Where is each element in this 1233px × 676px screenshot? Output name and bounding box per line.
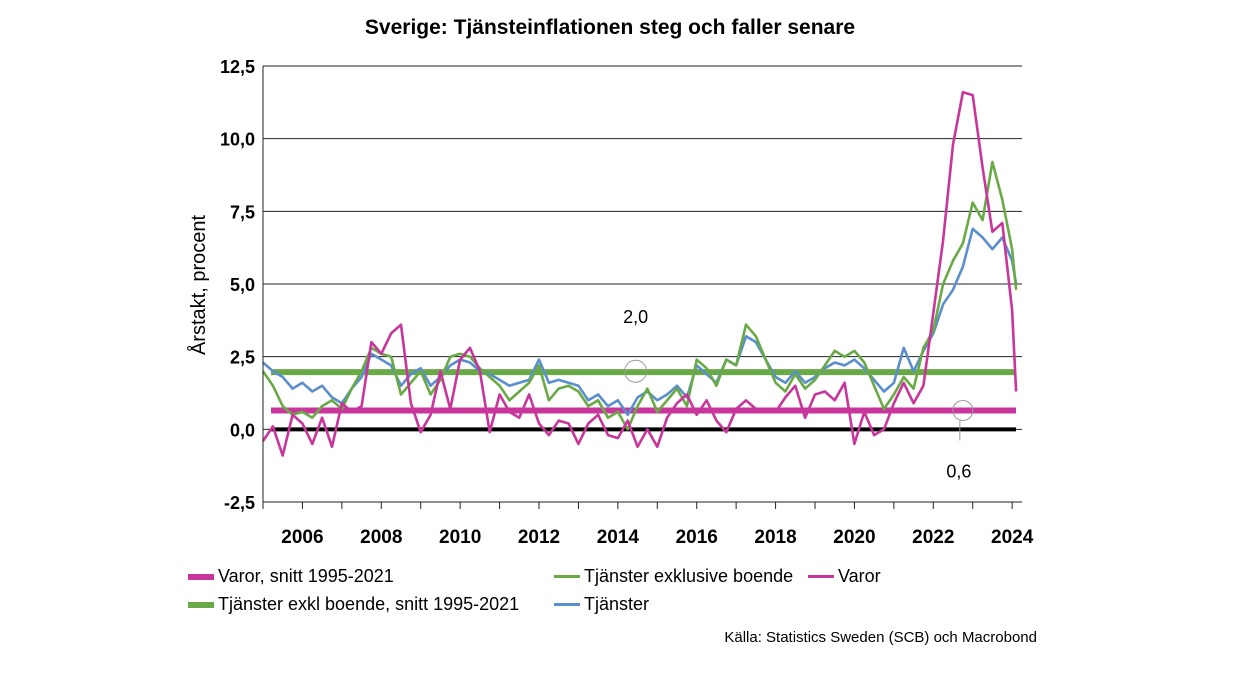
annotation-label: 2,0 <box>623 307 648 327</box>
x-tick-label: 2020 <box>833 527 875 548</box>
annotation-marker <box>952 399 974 421</box>
x-tick-label: 2012 <box>518 527 560 548</box>
series-line <box>262 227 1018 417</box>
y-tick-label: 12,5 <box>220 57 255 77</box>
x-tick-label: 2006 <box>281 527 323 548</box>
x-tick-label: 2014 <box>597 527 640 548</box>
legend-label: Tjänster <box>584 594 650 614</box>
legend-item-tjanster-exkl: Tjänster exklusive boende <box>554 566 793 587</box>
legend-swatch <box>808 575 834 578</box>
series-line <box>261 160 1018 431</box>
y-axis-label: Årstakt, procent <box>187 215 210 356</box>
legend: Varor, snitt 1995-2021 Tjänster exklusiv… <box>188 566 908 620</box>
legend-item-tjanster-avg: Tjänster exkl boende, snitt 1995-2021 <box>188 594 519 615</box>
y-tick-label: -2,5 <box>224 493 255 513</box>
series-line <box>261 90 1018 457</box>
annotation-label: 0,6 <box>946 461 971 481</box>
legend-label: Varor <box>838 566 881 586</box>
y-tick-label: 7,5 <box>230 202 255 222</box>
source-note: Källa: Statistics Sweden (SCB) och Macro… <box>724 629 1037 646</box>
y-tick-label: 5,0 <box>230 275 255 295</box>
x-tick-label: 2018 <box>754 527 796 548</box>
legend-item-varor-avg: Varor, snitt 1995-2021 <box>188 566 394 587</box>
legend-label: Varor, snitt 1995-2021 <box>218 566 394 586</box>
legend-swatch <box>188 573 214 580</box>
legend-swatch <box>554 603 580 606</box>
legend-label: Tjänster exkl boende, snitt 1995-2021 <box>218 594 520 614</box>
y-tick-label: 0,0 <box>230 420 255 440</box>
legend-swatch <box>554 575 580 578</box>
chart-title: Sverige: Tjänsteinflationen steg och fal… <box>364 16 856 39</box>
y-tick-label: 10,0 <box>220 130 255 150</box>
annotation-marker <box>624 359 648 383</box>
legend-label: Tjänster exklusive boende <box>584 566 794 586</box>
x-tick-label: 2022 <box>912 527 954 548</box>
x-tick-label: 2010 <box>439 527 481 548</box>
x-tick-label: 2008 <box>360 527 402 548</box>
y-tick-label: 2,5 <box>230 348 255 368</box>
legend-item-tjanster: Tjänster <box>554 594 649 615</box>
x-tick-label: 2016 <box>676 527 718 548</box>
legend-swatch <box>188 601 214 608</box>
legend-item-varor: Varor <box>808 566 881 587</box>
x-tick-label: 2024 <box>991 527 1034 548</box>
